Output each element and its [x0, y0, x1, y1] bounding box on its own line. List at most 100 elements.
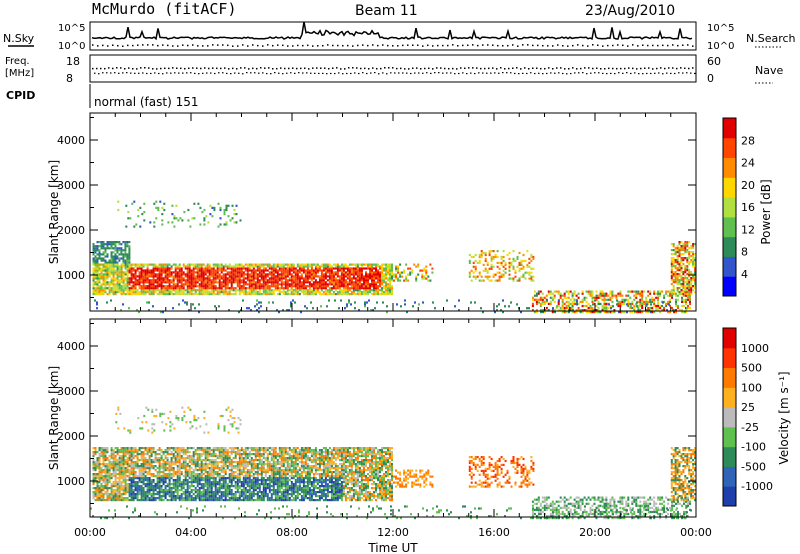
rti-cell — [688, 287, 691, 290]
rti-cell — [639, 302, 642, 305]
rti-cell — [547, 309, 550, 312]
nave-dot — [238, 72, 240, 74]
rti-cell — [92, 459, 95, 462]
rti-cell — [686, 269, 689, 272]
rti-cell — [168, 291, 171, 294]
rti-cell — [308, 291, 311, 294]
colorbar-segment — [723, 197, 736, 218]
nave-dot — [198, 73, 200, 75]
rti-cell — [417, 265, 420, 268]
rti-cell — [106, 247, 109, 250]
rti-cell — [270, 293, 273, 296]
rti-cell — [676, 257, 679, 260]
rti-cell — [94, 447, 97, 450]
rti-cell — [160, 485, 163, 488]
rti-cell — [358, 269, 361, 272]
rti-cell — [575, 309, 578, 312]
rti-cell — [124, 243, 127, 246]
rti-cell — [125, 225, 128, 228]
rti-cell — [146, 449, 149, 452]
rti-cell — [641, 311, 644, 314]
rti-cell — [114, 485, 117, 488]
rti-cell — [122, 253, 125, 256]
rti-cell — [678, 253, 681, 256]
rti-cell — [304, 263, 307, 266]
rti-cell — [126, 245, 129, 248]
rti-cell — [336, 263, 339, 266]
rti-cell — [110, 477, 113, 480]
rti-cell — [164, 465, 167, 468]
rti-cell — [328, 293, 331, 296]
rti-cell — [152, 285, 155, 288]
rti-cell — [254, 263, 257, 266]
rti-cell — [122, 485, 125, 488]
rti-cell — [128, 265, 131, 268]
rti-cell — [595, 296, 598, 299]
nsearch-dot — [402, 44, 404, 47]
rti-cell — [176, 491, 179, 494]
rti-cell — [300, 267, 303, 270]
rti-cell — [609, 311, 612, 314]
rti-cell — [312, 269, 315, 272]
rti-cell — [158, 483, 161, 486]
rti-cell — [508, 277, 511, 280]
nave-dot — [254, 72, 256, 74]
rti-cell — [559, 296, 562, 299]
rti-cell — [262, 263, 265, 266]
rti-cell — [352, 285, 355, 288]
rti-cell — [363, 279, 365, 282]
rti-cell — [168, 489, 171, 492]
rti-cell — [234, 273, 237, 276]
rti-cell — [112, 281, 115, 284]
rti-cell — [242, 265, 245, 268]
rti-cell — [258, 283, 261, 286]
rti-cell — [607, 294, 610, 297]
rti-cell — [207, 221, 210, 224]
rti-cell — [167, 221, 170, 224]
rti-cell — [178, 269, 181, 272]
rti-cell — [128, 241, 131, 244]
rti-cell — [254, 293, 257, 296]
rti-cell — [174, 473, 177, 476]
rti-cell — [152, 465, 155, 468]
rti-cell — [140, 455, 143, 458]
rti-cell — [290, 287, 293, 290]
rti-cell — [96, 465, 99, 468]
freq-dot — [268, 67, 270, 69]
rti-cell — [102, 487, 105, 490]
rti-cell — [236, 279, 239, 282]
freq-dot — [412, 67, 414, 70]
rti-cell — [522, 259, 525, 262]
rti-cell — [692, 251, 695, 254]
rti-cell — [589, 292, 592, 295]
rti-cell — [264, 285, 267, 288]
rti-cell — [130, 459, 133, 462]
rti-cell — [142, 285, 145, 288]
rti-cell — [98, 459, 101, 462]
rti-cell — [100, 449, 103, 452]
rti-cell — [354, 283, 357, 286]
rti-cell — [367, 293, 369, 296]
rti-cell — [250, 265, 253, 268]
rti-cell — [112, 255, 115, 258]
rti-cell — [180, 493, 183, 496]
rti-cell — [112, 481, 115, 484]
rti-cell — [100, 495, 103, 498]
rti-cell — [180, 457, 183, 460]
rti-cell — [579, 309, 582, 312]
rti-cell — [159, 200, 162, 203]
rti-cell — [130, 289, 133, 292]
rti-cell — [352, 269, 355, 272]
rti-cell — [369, 289, 371, 292]
rti-cell — [270, 285, 273, 288]
rti-cell — [98, 251, 101, 254]
rti-cell — [672, 249, 675, 252]
rti-cell — [204, 291, 207, 294]
rti-cell — [217, 225, 220, 228]
rti-cell — [160, 465, 163, 468]
rti-cell — [124, 487, 127, 490]
nsearch-dot — [107, 45, 109, 47]
rti-cell — [599, 290, 602, 293]
rti-cell — [134, 283, 137, 286]
rti-cell — [204, 283, 207, 286]
